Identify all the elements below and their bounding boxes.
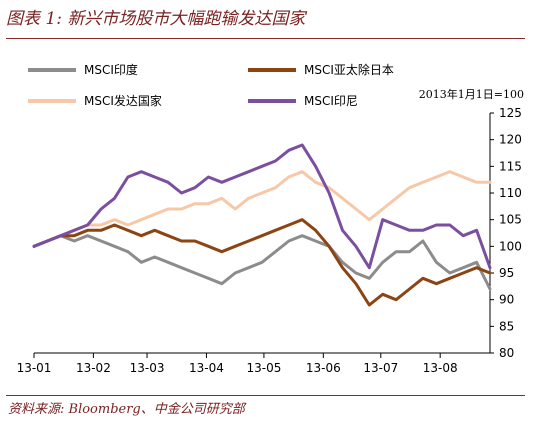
y-tick-label: 125 [499,106,522,120]
x-tick-label: 13-03 [130,361,165,375]
legend-label: MSCI亚太除日本 [304,62,394,77]
x-tick-label: 13-05 [246,361,281,375]
source-rule [6,395,525,396]
figure-title: 图表 1: 新兴市场股市大幅跑输发达国家 [6,9,306,29]
legend-label: MSCI印尼 [304,94,358,108]
x-tick-label: 13-02 [76,361,111,375]
x-tick-label: 13-08 [423,361,458,375]
y-tick-label: 115 [499,159,522,173]
x-tick-label: 13-07 [363,361,398,375]
y-tick-label: 85 [499,319,514,333]
legend-label: MSCI发达国家 [84,93,162,108]
x-tick-label: 13-04 [189,361,224,375]
source-note: 资料来源: Bloomberg、中金公司研究部 [8,402,245,417]
title-rule [6,38,525,39]
y-tick-label: 90 [499,293,514,307]
y-tick-label: 100 [499,239,522,253]
y-tick-label: 80 [499,346,514,360]
y-tick-label: 110 [499,186,522,200]
series-line [32,234,492,291]
series-line [32,170,492,248]
y-tick-label: 95 [499,266,514,280]
index-base-note: 2013年1月1日=100 [419,87,524,101]
series-line [32,218,492,307]
series-line [32,143,492,270]
y-tick-label: 105 [499,213,522,227]
x-tick-label: 13-06 [306,361,341,375]
legend-label: MSCI印度 [84,62,138,77]
x-tick-label: 13-01 [17,361,52,375]
y-tick-label: 120 [499,133,522,147]
